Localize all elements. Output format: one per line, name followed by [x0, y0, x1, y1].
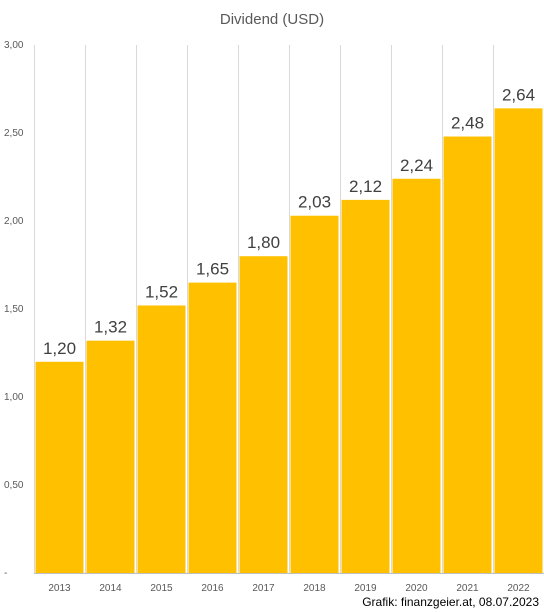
y-tick-label: 2,50 — [4, 128, 24, 139]
bar-2014 — [86, 340, 135, 573]
data-labels: 1,20 1,32 1,52 1,65 1,80 2,03 2,12 2,24 2,48 2,64 — [43, 85, 535, 357]
data-label-2021: 2,48 — [451, 114, 484, 133]
gridlines — [34, 45, 494, 573]
data-label-2016: 1,65 — [196, 260, 229, 279]
x-tick-2022: 2022 — [507, 583, 530, 594]
data-label-2020: 2,24 — [400, 156, 433, 175]
x-axis-ticks: 2013 2014 2015 2016 2017 2018 2019 2020 2021 2022 — [48, 583, 530, 594]
y-tick-label: 1,50 — [4, 304, 24, 315]
data-label-2017: 1,80 — [247, 233, 280, 252]
y-tick-label: 3,00 — [4, 40, 24, 51]
x-tick-2015: 2015 — [150, 583, 173, 594]
x-tick-2019: 2019 — [354, 583, 377, 594]
bar-2022 — [494, 108, 543, 574]
chart-credit: Grafik: finanzgeier.at, 08.07.2023 — [362, 595, 539, 609]
y-tick-label: 1,00 — [4, 392, 24, 403]
data-label-2018: 2,03 — [298, 193, 331, 212]
y-axis-ticks: - 0,50 1,00 1,50 2,00 2,50 3,00 — [4, 40, 24, 579]
data-label-2019: 2,12 — [349, 177, 382, 196]
data-label-2013: 1,20 — [43, 339, 76, 358]
y-tick-label: 2,00 — [4, 216, 24, 227]
bar-2020 — [392, 178, 441, 573]
bar-2015 — [137, 305, 186, 573]
chart-title: Dividend (USD) — [220, 11, 324, 28]
y-tick-label: - — [4, 568, 7, 579]
x-tick-2017: 2017 — [252, 583, 275, 594]
bar-2021 — [443, 136, 492, 573]
bar-2013 — [35, 361, 84, 573]
bar-2017 — [239, 256, 288, 573]
x-tick-2021: 2021 — [456, 583, 479, 594]
x-tick-2018: 2018 — [303, 583, 326, 594]
x-tick-2013: 2013 — [48, 583, 71, 594]
bar-2018 — [290, 215, 339, 573]
y-tick-label: 0,50 — [4, 480, 24, 491]
x-tick-2020: 2020 — [405, 583, 428, 594]
bar-2016 — [188, 282, 237, 573]
data-label-2015: 1,52 — [145, 282, 178, 301]
data-label-2014: 1,32 — [94, 318, 127, 337]
bar-2019 — [341, 199, 390, 573]
bars — [35, 108, 543, 574]
x-tick-2016: 2016 — [201, 583, 224, 594]
data-label-2022: 2,64 — [502, 85, 535, 104]
x-tick-2014: 2014 — [99, 583, 122, 594]
